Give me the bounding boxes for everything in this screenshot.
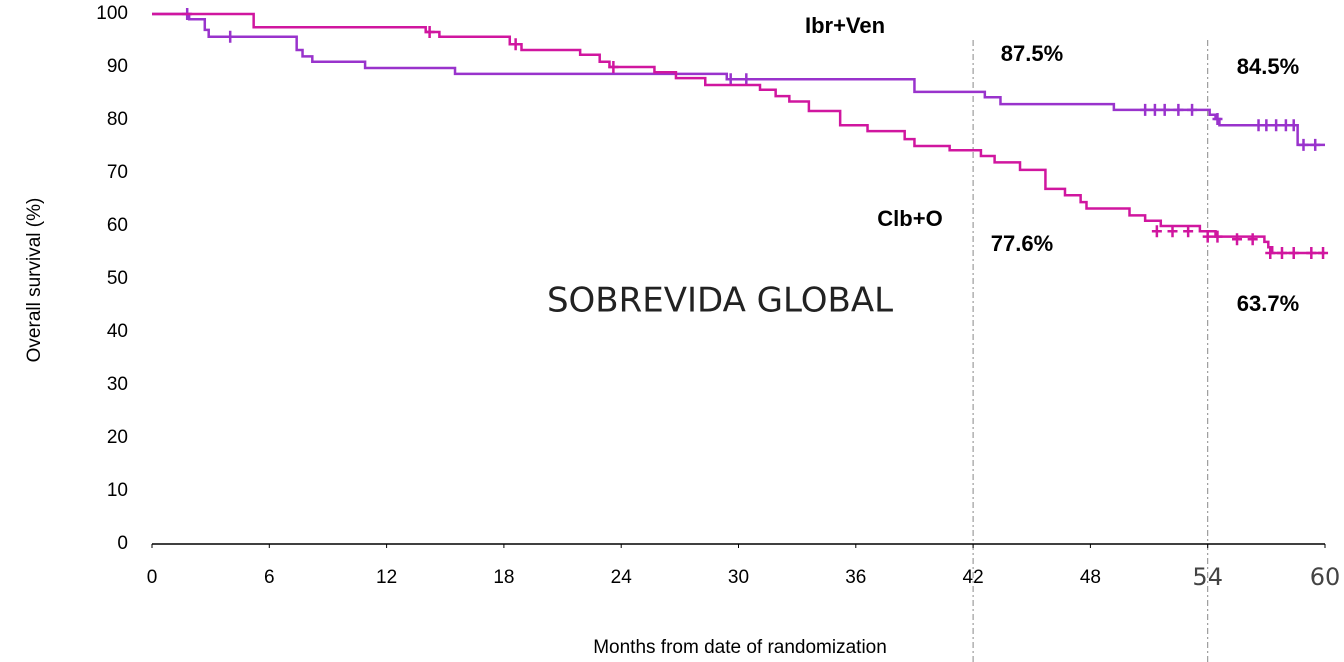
x-tick-label: 54 — [1192, 563, 1223, 591]
censor-mark — [1202, 230, 1213, 243]
y-tick-label: 80 — [107, 109, 128, 130]
x-tick-label: 0 — [147, 567, 158, 588]
censor-mark — [1167, 225, 1178, 238]
chart-title: SOBREVIDA GLOBAL — [547, 281, 893, 321]
survival-curve — [152, 12, 1325, 255]
annotation: 87.5% — [1001, 41, 1063, 66]
y-tick-label: 50 — [107, 268, 128, 289]
x-tick-label: 18 — [493, 567, 514, 588]
x-tick-label: 12 — [376, 567, 397, 588]
censor-mark — [1271, 119, 1282, 132]
censor-mark — [1306, 247, 1317, 260]
censor-mark — [1232, 233, 1243, 246]
censor-mark — [1318, 247, 1329, 260]
censor-mark — [1149, 103, 1160, 116]
censor-mark — [1288, 247, 1299, 260]
censor-mark — [741, 73, 752, 86]
y-axis-label: Overall survival (%) — [24, 198, 45, 363]
x-tick-label: 36 — [845, 567, 866, 588]
x-tick-label: 6 — [264, 567, 275, 588]
x-axis-label: Months from date of randomization — [593, 637, 887, 658]
annotation: 63.7% — [1237, 291, 1299, 316]
censor-mark — [1173, 103, 1184, 116]
y-tick-label: 40 — [107, 321, 128, 342]
censor-mark — [225, 30, 236, 43]
survival-curve — [152, 12, 1325, 147]
y-tick-label: 70 — [107, 162, 128, 183]
censor-mark — [1159, 103, 1170, 116]
censor-mark — [510, 38, 521, 51]
y-tick-label: 60 — [107, 215, 128, 236]
x-tick-label: 42 — [963, 567, 984, 588]
censor-mark — [1265, 247, 1276, 260]
censor-mark — [1212, 112, 1223, 125]
censor-mark — [1298, 138, 1309, 151]
y-tick-label: 100 — [96, 3, 128, 24]
annotation: Clb+O — [877, 206, 942, 231]
x-tick-label: 24 — [611, 567, 633, 588]
x-tick-label: 60 — [1310, 563, 1341, 591]
censor-mark — [1183, 225, 1194, 238]
y-tick-label: 30 — [107, 374, 128, 395]
censor-mark — [1288, 119, 1299, 132]
censor-mark — [1140, 103, 1151, 116]
censor-mark — [1247, 233, 1258, 246]
x-tick-label: 30 — [728, 567, 749, 588]
censor-mark — [1151, 225, 1162, 238]
censor-mark — [1276, 247, 1287, 260]
annotation: 77.6% — [991, 231, 1053, 256]
censor-mark — [608, 61, 619, 73]
censor-mark — [725, 73, 736, 86]
censor-mark — [424, 26, 435, 39]
y-tick-label: 90 — [107, 56, 128, 77]
censor-mark — [1212, 230, 1223, 243]
x-tick-label: 48 — [1080, 567, 1101, 588]
censor-mark — [1310, 138, 1321, 151]
censor-mark — [1261, 119, 1272, 132]
censor-mark — [1187, 103, 1198, 116]
annotation: Ibr+Ven — [805, 13, 885, 38]
y-tick-label: 10 — [107, 480, 128, 501]
y-tick-label: 0 — [117, 533, 128, 554]
y-tick-label: 20 — [107, 427, 128, 448]
annotation: 84.5% — [1237, 54, 1299, 79]
